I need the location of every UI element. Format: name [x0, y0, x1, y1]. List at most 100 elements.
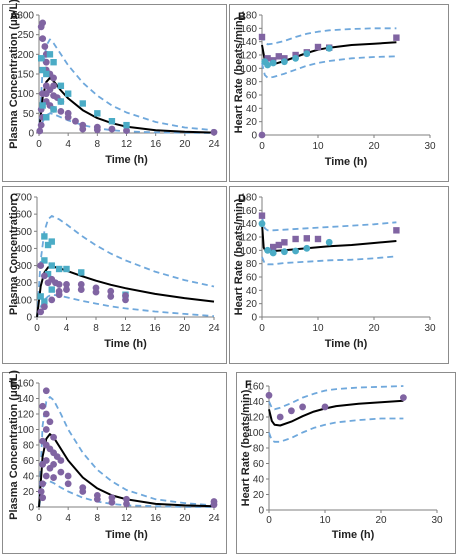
panel-b: B 0 20 40 60 80 100 120 140 160 180 0 10 20 30 Time (h)… — [229, 4, 449, 182]
data-point-circle — [321, 403, 329, 411]
x-tick-label: 16 — [150, 513, 162, 524]
x-tick-label: 10 — [312, 141, 324, 152]
panel-f: F 0 20 40 60 80 100 120 140 160 0 10 20 30 Time (h) Hea… — [236, 372, 456, 554]
data-point-square — [258, 33, 266, 41]
data-point-circle — [122, 296, 129, 304]
x-tick-label: 8 — [95, 513, 101, 524]
y-tick-label: 80 — [23, 441, 35, 452]
data-point-circle — [48, 296, 56, 304]
x-axis-label: Time (h) — [104, 338, 147, 350]
upper-bound-line — [261, 27, 397, 46]
y-tick-label: 20 — [23, 487, 35, 498]
data-point-square — [94, 110, 101, 117]
data-point-circle — [50, 433, 57, 441]
y-tick-label: 180 — [240, 193, 257, 204]
data-point-circle — [299, 403, 306, 411]
data-point-circle — [269, 59, 277, 67]
data-point-circle — [39, 480, 47, 488]
data-point-square — [303, 235, 310, 242]
data-point-circle — [123, 495, 130, 503]
data-point-square — [314, 235, 322, 243]
data-point-square — [43, 114, 50, 121]
y-tick-label: 160 — [17, 379, 34, 390]
x-axis-label: Time (h) — [105, 529, 148, 541]
x-tick-label: 10 — [319, 515, 331, 526]
x-tick-label: 20 — [368, 141, 380, 152]
data-point-circle — [93, 495, 101, 503]
y-tick-label: 40 — [253, 475, 265, 486]
y-tick-label: 500 — [15, 227, 32, 238]
data-point-square — [79, 100, 86, 107]
y-tick-label: 40 — [246, 104, 258, 115]
y-tick-label: 60 — [253, 459, 265, 470]
panel-d: D 0 20 40 60 80 100 120 140 160 180 0 10 20 30 Time (h)… — [229, 186, 449, 364]
y-tick-label: 100 — [17, 425, 34, 436]
x-tick-label: 0 — [266, 515, 272, 526]
x-tick-label: 30 — [431, 515, 443, 526]
data-point-circle — [37, 262, 45, 269]
x-tick-label: 20 — [375, 515, 387, 526]
y-tick-label: 120 — [247, 413, 264, 424]
data-point-circle — [36, 127, 44, 135]
x-tick-label: 12 — [120, 323, 132, 334]
data-point-circle — [57, 457, 65, 464]
y-tick-label: 600 — [15, 210, 32, 221]
data-point-circle — [303, 50, 311, 58]
data-point-square — [270, 243, 277, 251]
data-point-square — [39, 66, 46, 74]
y-tick-label: 700 — [15, 193, 32, 204]
data-point-square — [44, 241, 52, 249]
data-point-square — [57, 98, 65, 105]
y-tick-label: 100 — [15, 295, 32, 306]
data-point-circle — [39, 402, 47, 410]
data-point-circle — [39, 35, 47, 42]
y-tick-label: 60 — [23, 456, 35, 467]
data-point-square — [57, 82, 65, 89]
median-line — [261, 223, 397, 252]
data-point-circle — [108, 494, 116, 502]
data-point-circle — [42, 90, 50, 98]
y-axis-label: Heart Rate (beats/min) — [240, 389, 252, 506]
data-point-circle — [63, 286, 70, 293]
y-tick-label: 80 — [246, 77, 258, 88]
data-point-square — [393, 227, 400, 234]
x-axis-label: Time (h) — [332, 529, 375, 541]
data-point-circle — [77, 286, 85, 293]
data-point-square — [123, 121, 130, 129]
data-point-circle — [42, 387, 50, 395]
data-point-circle — [123, 127, 130, 135]
y-tick-label: 400 — [15, 244, 32, 255]
upper-bound-line — [38, 396, 215, 508]
x-tick-label: 8 — [95, 139, 101, 150]
x-tick-label: 0 — [259, 141, 265, 152]
panel-b-chart: B 0 20 40 60 80 100 120 140 160 180 0 10 20 30 Time (h)… — [233, 11, 436, 169]
data-point-circle — [37, 308, 45, 316]
data-point-circle — [42, 410, 50, 418]
data-point-circle — [258, 131, 266, 139]
y-tick-label: 20 — [253, 490, 265, 501]
data-point-square — [41, 298, 48, 305]
y-tick-label: 200 — [17, 50, 34, 61]
data-point-square — [63, 265, 70, 273]
data-point-circle — [210, 128, 218, 136]
panel-label: D — [238, 193, 246, 205]
x-tick-label: 4 — [65, 139, 71, 150]
y-tick-label: 40 — [246, 286, 258, 297]
y-tick-label: 80 — [253, 444, 265, 455]
data-point-circle — [55, 291, 63, 299]
data-point-square — [108, 118, 116, 125]
y-tick-label: 140 — [240, 37, 257, 48]
data-point-square — [275, 241, 282, 249]
data-point-square — [393, 34, 400, 41]
data-point-circle — [258, 220, 266, 228]
y-tick-label: 0 — [26, 313, 32, 324]
data-point-circle — [41, 43, 49, 50]
data-point-circle — [107, 293, 115, 300]
y-tick-label: 100 — [240, 246, 257, 257]
y-tick-label: 120 — [17, 410, 34, 421]
x-axis-label: Time (h) — [325, 156, 368, 168]
y-tick-label: 50 — [23, 109, 35, 120]
panel-label: F — [245, 379, 252, 391]
data-point-circle — [50, 474, 57, 481]
y-tick-label: 250 — [17, 30, 34, 41]
